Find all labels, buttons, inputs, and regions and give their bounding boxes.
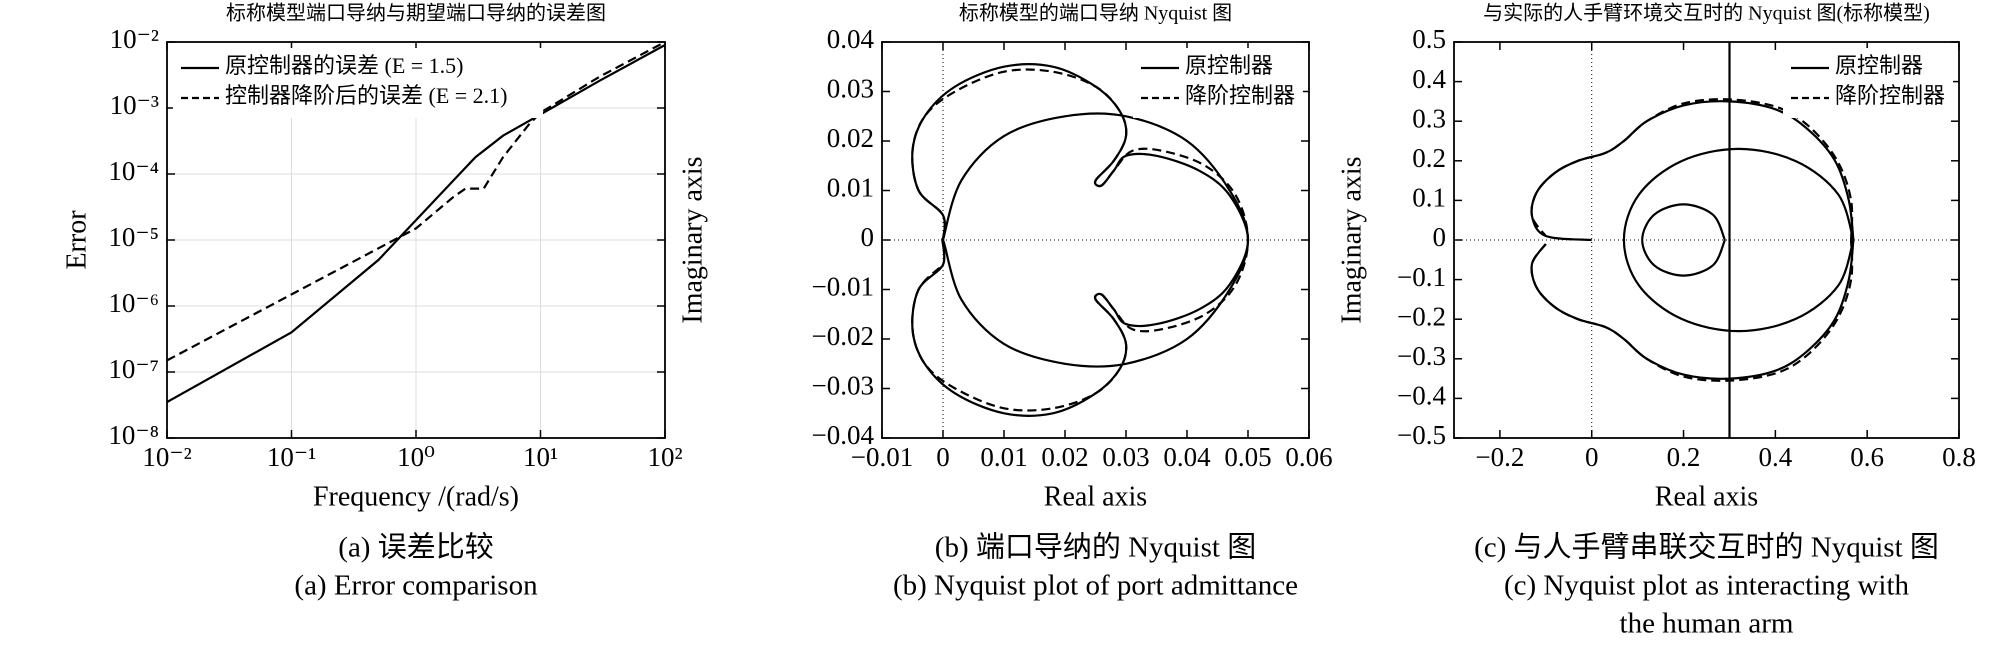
legend-box (1783, 48, 1953, 118)
legend-box (173, 48, 543, 118)
y-axis-label: Imaginary axis (677, 156, 708, 323)
chart-title: 标称模型端口导纳与期望端口导纳的误差图 (226, 2, 606, 25)
x-tick-label: 0.01 (980, 442, 1027, 472)
plot-frame (1453, 41, 1960, 439)
y-axis-label: Error (61, 210, 92, 270)
y-tick-label: −0.2 (1397, 301, 1446, 331)
caption: (a) 误差比较 (338, 531, 493, 564)
x-tick-label: 0.03 (1102, 442, 1149, 472)
y-tick-label: 0.4 (1412, 64, 1446, 94)
y-axis-label: Imaginary axis (1336, 156, 1367, 323)
series-line (166, 44, 666, 404)
series-line (911, 68, 1250, 412)
x-tick-label: 0.02 (1041, 442, 1088, 472)
y-tick-label: 0.03 (827, 74, 874, 104)
x-tick-label: 10² (647, 442, 682, 472)
legend-label: 原控制器的误差 (E = 1.5) (225, 53, 464, 78)
y-tick-label: 0.3 (1412, 103, 1446, 133)
x-axis-label: Frequency /(rad/s) (313, 481, 519, 512)
x-tick-label: 10⁰ (397, 442, 435, 472)
x-tick-label: −0.01 (851, 442, 913, 472)
y-tick-label: 0 (861, 222, 875, 252)
y-tick-label: 0 (1433, 222, 1447, 252)
y-tick-label: 10⁻⁴ (108, 156, 159, 186)
y-tick-label: 0.04 (827, 24, 875, 54)
y-tick-label: −0.3 (1397, 341, 1446, 371)
y-tick-label: 0.5 (1412, 24, 1446, 54)
y-tick-label: 10⁻⁵ (108, 222, 159, 252)
y-tick-label: −0.5 (1397, 420, 1446, 450)
chart-title: 标称模型的端口导纳 Nyquist 图 (959, 2, 1232, 25)
y-tick-label: −0.4 (1397, 381, 1446, 411)
chart-title: 与实际的人手臂环境交互时的 Nyquist 图(标称模型) (1483, 2, 1930, 25)
x-tick-label: −0.2 (1475, 442, 1524, 472)
legend-label: 控制器降阶后的误差 (E = 2.1) (225, 83, 508, 108)
caption: (b) 端口导纳的 Nyquist 图 (935, 531, 1256, 564)
y-tick-label: 10⁻² (110, 24, 159, 54)
caption: (c) Nyquist plot as interacting with (1504, 570, 1910, 602)
plot-frame (166, 41, 666, 439)
legend-label: 降阶控制器 (1185, 83, 1295, 108)
x-tick-label: 0.6 (1850, 442, 1884, 472)
x-tick-label: 0.8 (1942, 442, 1976, 472)
x-tick-label: 0.4 (1758, 442, 1792, 472)
plot-frame (881, 41, 1310, 439)
legend-label: 降阶控制器 (1835, 83, 1945, 108)
y-tick-label: 0.02 (827, 123, 874, 153)
x-axis-label: Real axis (1655, 481, 1758, 512)
x-tick-label: 0.06 (1285, 442, 1332, 472)
caption: (c) 与人手臂串联交互时的 Nyquist 图 (1474, 531, 1939, 564)
x-tick-label: 0.2 (1667, 442, 1701, 472)
y-tick-label: −0.04 (812, 420, 875, 450)
y-tick-label: −0.01 (812, 272, 874, 302)
x-tick-label: 0.05 (1224, 442, 1271, 472)
y-tick-label: 10⁻³ (110, 90, 159, 120)
x-tick-label: 10⁻¹ (267, 442, 316, 472)
x-tick-label: 10⁻² (142, 442, 191, 472)
y-tick-label: 10⁻⁸ (108, 420, 159, 450)
caption: the human arm (1620, 608, 1794, 640)
caption: (a) Error comparison (294, 570, 538, 602)
legend-label: 原控制器 (1185, 53, 1273, 78)
y-tick-label: −0.1 (1397, 262, 1446, 292)
x-tick-label: 10¹ (523, 442, 558, 472)
y-tick-label: −0.02 (812, 321, 874, 351)
caption: (b) Nyquist plot of port admittance (893, 570, 1298, 602)
y-tick-label: 0.2 (1412, 143, 1446, 173)
legend-box (1133, 48, 1303, 118)
series-line (166, 41, 666, 362)
y-tick-label: 0.1 (1412, 183, 1446, 213)
y-tick-label: 0.01 (827, 173, 874, 203)
y-tick-label: 10⁻⁶ (108, 288, 159, 318)
x-tick-label: 0 (936, 442, 950, 472)
y-tick-label: 10⁻⁷ (108, 354, 159, 384)
series-line (1530, 98, 1854, 382)
x-tick-label: 0 (1585, 442, 1599, 472)
x-axis-label: Real axis (1044, 481, 1147, 512)
x-tick-label: 0.04 (1163, 442, 1211, 472)
y-tick-label: −0.03 (812, 371, 874, 401)
legend-label: 原控制器 (1835, 53, 1923, 78)
